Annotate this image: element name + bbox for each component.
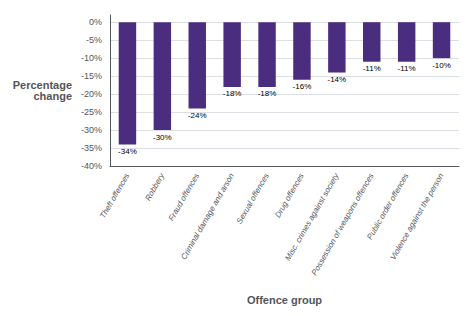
svg-text:-30%: -30%: [81, 125, 102, 135]
svg-text:Public order offences: Public order offences: [365, 171, 411, 242]
svg-text:-34%: -34%: [118, 147, 137, 156]
svg-text:Criminal damage and arson: Criminal damage and arson: [179, 171, 236, 261]
svg-text:-10%: -10%: [432, 61, 451, 70]
svg-text:-14%: -14%: [328, 75, 347, 84]
svg-text:Violence against the person: Violence against the person: [388, 171, 445, 261]
svg-text:-35%: -35%: [81, 143, 102, 153]
svg-text:-10%: -10%: [81, 53, 102, 63]
svg-text:Drug offences: Drug offences: [273, 172, 306, 220]
svg-text:-25%: -25%: [81, 107, 102, 117]
svg-text:0%: 0%: [89, 17, 102, 27]
svg-text:Misc. crimes against society: Misc. crimes against society: [283, 171, 341, 263]
svg-text:-15%: -15%: [81, 71, 102, 81]
svg-text:-20%: -20%: [81, 89, 102, 99]
svg-text:-18%: -18%: [258, 89, 277, 98]
svg-text:Offence group: Offence group: [247, 294, 322, 306]
svg-text:-16%: -16%: [293, 82, 312, 91]
svg-text:-5%: -5%: [86, 35, 102, 45]
svg-text:Percentage: Percentage: [12, 79, 72, 91]
svg-text:change: change: [33, 90, 72, 102]
svg-text:-30%: -30%: [153, 133, 172, 142]
svg-text:Sexual offences: Sexual offences: [235, 172, 271, 226]
svg-text:-18%: -18%: [223, 89, 242, 98]
svg-text:Robbery: Robbery: [143, 171, 166, 203]
svg-text:-24%: -24%: [188, 111, 207, 120]
svg-text:Possession of weapons offences: Possession of weapons offences: [310, 172, 376, 277]
svg-text:Theft offences: Theft offences: [98, 172, 131, 220]
svg-text:-11%: -11%: [398, 64, 416, 73]
svg-text:-11%: -11%: [363, 64, 381, 73]
svg-text:-40%: -40%: [81, 161, 102, 171]
svg-text:Fraud offences: Fraud offences: [167, 172, 201, 223]
